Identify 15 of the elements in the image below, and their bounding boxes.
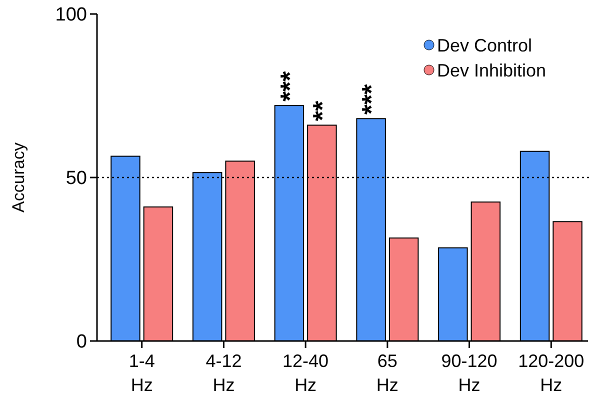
annotation: *** bbox=[274, 70, 304, 102]
y-tick-label: 0 bbox=[76, 332, 87, 353]
x-tick-label: 1-4 Hz bbox=[128, 351, 155, 395]
y-tick-label: 100 bbox=[55, 4, 87, 26]
legend-label: Dev Control bbox=[437, 35, 532, 56]
x-tick-label: 4-12 Hz bbox=[206, 351, 242, 395]
x-tick-label: 120-200 Hz bbox=[518, 351, 584, 395]
legend-label: Dev Inhibition bbox=[437, 60, 546, 80]
y-tick-label: 50 bbox=[66, 168, 87, 190]
annotation: ** bbox=[307, 100, 338, 122]
annotation: *** bbox=[356, 83, 386, 115]
y-axis-title: Accuracy bbox=[9, 142, 28, 212]
x-tick-label: 12-40 Hz bbox=[282, 351, 329, 395]
x-tick-label: 65 Hz bbox=[376, 351, 398, 395]
x-tick-label: 90-120 Hz bbox=[441, 351, 498, 395]
